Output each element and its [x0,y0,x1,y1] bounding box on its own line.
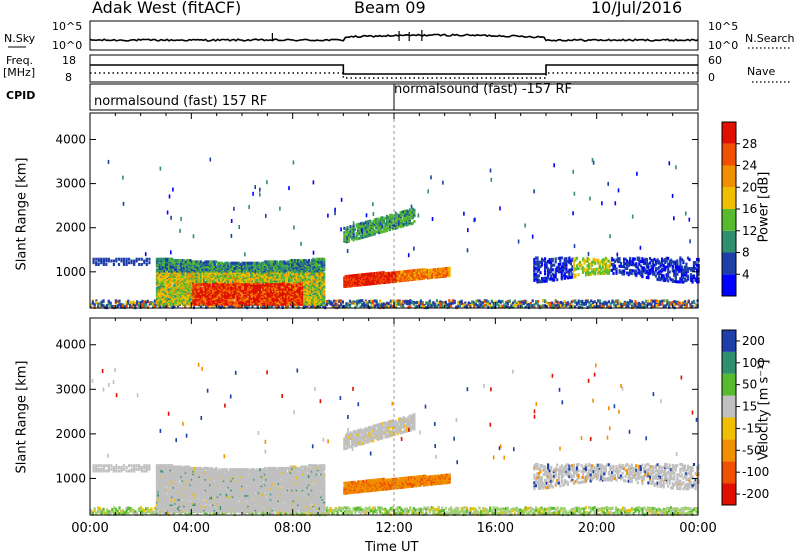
panel-power-ytick-label-3: 4000 [55,132,86,146]
colorbar-power-swatch-4 [722,187,736,209]
colorbar-velocity-swatch-5 [722,374,736,396]
panel-velocity-ytick-label-2: 3000 [55,382,86,396]
colorbar-velocity-tick-label-0: 200 [742,334,765,348]
panel-velocity-ytick-label-3: 4000 [55,338,86,352]
colorbar-velocity-tick-label-2: 50 [742,378,757,392]
colorbar-power-tick-label-2: 12 [742,224,757,238]
panel-power-ytick-label-0: 1000 [55,265,86,279]
colorbar-velocity-swatch-0 [722,483,736,505]
colorbar-power-tick-label-6: 28 [742,137,757,151]
freq-panel-frame [90,55,698,82]
colorbar-power-swatch-0 [722,274,736,296]
colorbar-velocity-tick-label-4: -15 [742,421,762,435]
colorbar-power-swatch-6 [722,144,736,166]
xaxis-tick-label-6: 00:00 [679,521,716,536]
colorbar-velocity-tick-label-5: -50 [742,443,762,457]
colorbar-power-swatch-7 [722,122,736,144]
colorbar-velocity-swatch-2 [722,439,736,461]
xaxis-tick-label-4: 16:00 [477,521,514,536]
panel-power-ytick-label-2: 3000 [55,177,86,191]
colorbar-velocity-swatch-7 [722,330,736,352]
colorbar-power-tick-label-1: 8 [742,246,750,260]
panel-velocity-plot [90,318,700,516]
colorbar-velocity-tick-label-6: -100 [742,465,769,479]
panel-power-ytick-label-1: 2000 [55,221,86,235]
colorbar-velocity-tick-label-7: -200 [742,487,769,501]
colorbar-velocity-swatch-1 [722,461,736,483]
colorbar-power-tick-label-0: 4 [742,267,750,281]
colorbar-power-tick-label-4: 20 [742,180,757,194]
colorbar-velocity-swatch-4 [722,396,736,418]
colorbar-power-swatch-2 [722,231,736,253]
colorbar-power-tick-label-5: 24 [742,159,757,173]
colorbar-velocity-swatch-6 [722,352,736,374]
xaxis-tick-label-0: 00:00 [71,521,108,536]
nsky-series-line [90,34,698,41]
colorbar-power-swatch-5 [722,166,736,188]
panel-power-plot [90,113,700,309]
colorbar-velocity-swatch-3 [722,418,736,440]
colorbar-power-swatch-1 [722,253,736,275]
panel-velocity-ytick-label-1: 2000 [55,427,86,441]
xaxis-tick-label-5: 20:00 [578,521,615,536]
colorbar-power-tick-label-3: 16 [742,202,757,216]
xaxis-tick-label-3: 12:00 [375,521,412,536]
panel-velocity-ytick-label-0: 1000 [55,471,86,485]
xaxis-tick-label-1: 04:00 [173,521,210,536]
colorbar-velocity-tick-label-3: 15 [742,400,757,414]
colorbar-velocity-tick-label-1: 100 [742,356,765,370]
xaxis-tick-label-2: 08:00 [274,521,311,536]
colorbar-power-swatch-3 [722,209,736,231]
